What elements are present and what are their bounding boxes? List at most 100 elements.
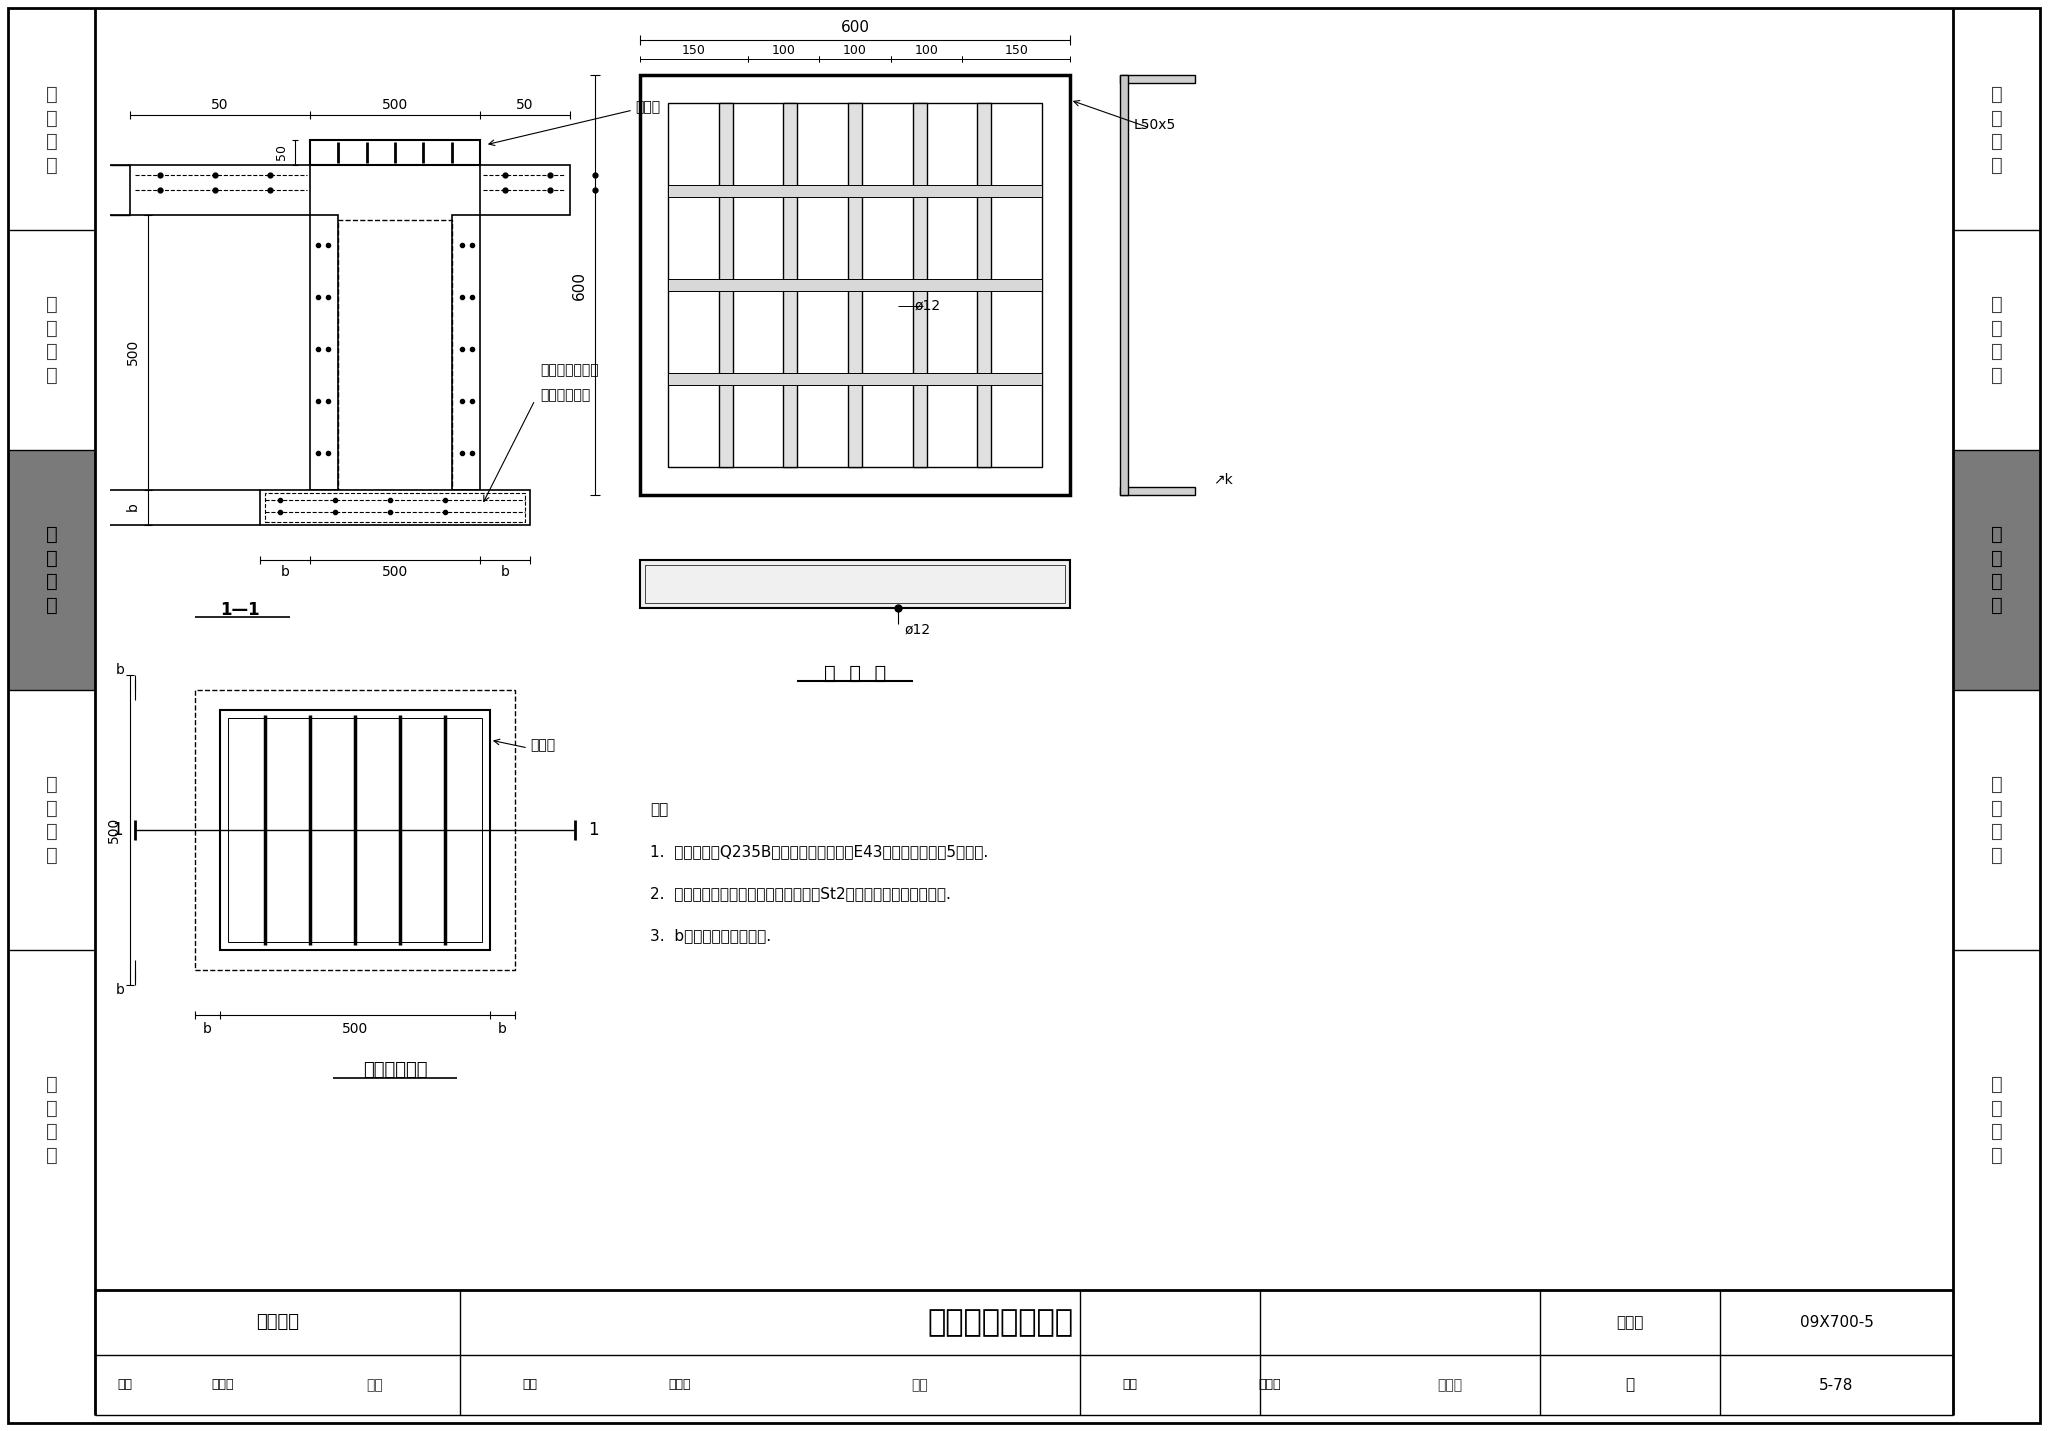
Text: 1—1: 1—1	[221, 601, 260, 620]
Text: 500: 500	[381, 97, 408, 112]
Text: 1.  铁算子采用Q235B锄材焊接，焊条采用E43型，焊缝厚度为5，满焊.: 1. 铁算子采用Q235B锄材焊接，焊条采用E43型，焊缝厚度为5，满焊.	[649, 844, 989, 860]
Bar	[668, 279, 1042, 290]
Bar	[309, 140, 479, 165]
Bar	[8, 690, 94, 950]
Text: 2.  铁算子表面应除锈，除锈等级不低于St2，涂铁红环氧酚底漆一遗.: 2. 铁算子表面应除锈，除锈等级不低于St2，涂铁红环氧酚底漆一遗.	[649, 886, 950, 902]
Text: 09X700-5: 09X700-5	[1800, 1315, 1874, 1329]
Text: 500: 500	[127, 339, 139, 365]
Bar	[645, 565, 1065, 602]
Text: 注：: 注：	[649, 803, 668, 817]
Bar	[977, 103, 991, 467]
Text: 张超群: 张超群	[211, 1378, 233, 1391]
Text: 500: 500	[381, 565, 408, 580]
Text: 附加钢筋直径和: 附加钢筋直径和	[541, 363, 598, 376]
Bar	[848, 103, 862, 467]
Text: 间距均同底板: 间距均同底板	[541, 388, 590, 402]
Text: 审核: 审核	[117, 1378, 133, 1391]
Text: 50: 50	[516, 97, 535, 112]
Bar	[1120, 487, 1194, 495]
Bar	[453, 215, 479, 489]
Text: 电缆井集水坑做法: 电缆井集水坑做法	[928, 1308, 1073, 1337]
Text: 缆
线
敏
设: 缆 线 敏 设	[45, 525, 57, 615]
Text: 500: 500	[106, 817, 121, 843]
Bar	[668, 103, 1042, 467]
Bar	[8, 449, 94, 690]
Text: 设
备
安
装: 设 备 安 装	[1991, 776, 2003, 864]
Text: 缆线敷设: 缆线敷设	[256, 1314, 299, 1331]
Text: 校对: 校对	[522, 1378, 537, 1391]
Text: 50: 50	[276, 145, 289, 160]
Bar	[1954, 690, 2040, 950]
Text: 5-78: 5-78	[1819, 1378, 1853, 1392]
Bar	[195, 690, 514, 970]
Text: 设计: 设计	[1122, 1378, 1137, 1391]
Bar	[719, 103, 733, 467]
Text: 缆
线
敏
设: 缆 线 敏 设	[1991, 525, 2003, 615]
Text: 150: 150	[1004, 43, 1028, 56]
Text: b: b	[203, 1022, 211, 1036]
Text: 佔辉: 佔辉	[367, 1378, 383, 1392]
Text: 设
备
安
装: 设 备 安 装	[45, 776, 57, 864]
Bar	[227, 718, 481, 942]
Bar	[639, 560, 1069, 608]
Bar	[1954, 30, 2040, 230]
Text: 集水坑平面图: 集水坑平面图	[362, 1060, 428, 1079]
Text: 1: 1	[113, 821, 123, 839]
Bar	[1954, 950, 2040, 1289]
Text: b: b	[115, 983, 125, 997]
Text: 1: 1	[588, 821, 598, 839]
Text: 150: 150	[682, 43, 707, 56]
Bar	[8, 950, 94, 1289]
Text: 100: 100	[772, 43, 795, 56]
Bar	[338, 220, 453, 489]
Bar	[639, 74, 1069, 495]
Bar	[479, 165, 569, 215]
Text: 刘斌: 刘斌	[911, 1378, 928, 1392]
Text: 供
电
电
源: 供 电 电 源	[1991, 295, 2003, 385]
Bar	[913, 103, 926, 467]
Bar	[1954, 449, 2040, 690]
Bar	[8, 230, 94, 449]
Bar	[260, 489, 530, 525]
Text: 铁算子: 铁算子	[530, 738, 555, 753]
Text: L50x5: L50x5	[1135, 117, 1176, 132]
Text: 页: 页	[1626, 1378, 1634, 1392]
Bar	[219, 710, 489, 950]
Text: 图集号: 图集号	[1616, 1315, 1645, 1329]
Text: b: b	[281, 565, 289, 580]
Text: 600: 600	[571, 270, 586, 299]
Text: b: b	[115, 663, 125, 677]
Text: ø12: ø12	[905, 622, 932, 637]
Bar	[264, 494, 524, 522]
Text: 铁算子: 铁算子	[635, 100, 659, 114]
Text: ↗k: ↗k	[1212, 474, 1233, 487]
Bar	[668, 185, 1042, 197]
Text: b: b	[127, 502, 139, 511]
Text: 50: 50	[211, 97, 229, 112]
Bar	[1120, 74, 1128, 495]
Bar	[782, 103, 797, 467]
Text: 机
房
工
程: 机 房 工 程	[45, 86, 57, 175]
Text: 金福青: 金福青	[670, 1378, 692, 1391]
Text: 100: 100	[915, 43, 938, 56]
Text: b: b	[498, 1022, 506, 1036]
Text: 100: 100	[844, 43, 866, 56]
Text: 防
雷
接
地: 防 雷 接 地	[45, 1075, 57, 1165]
Text: 3.  b尺寸由工程设计确定.: 3. b尺寸由工程设计确定.	[649, 929, 772, 943]
Bar	[8, 30, 94, 230]
Text: b: b	[500, 565, 510, 580]
Text: 铁  算  子: 铁 算 子	[823, 664, 887, 683]
Bar	[129, 165, 309, 215]
Text: 500: 500	[342, 1022, 369, 1036]
Text: ø12: ø12	[915, 299, 942, 313]
Text: 习民涵: 习民涵	[1438, 1378, 1462, 1392]
Text: 机
房
工
程: 机 房 工 程	[1991, 86, 2003, 175]
Text: 供
电
电
源: 供 电 电 源	[45, 295, 57, 385]
Bar	[1120, 74, 1194, 83]
Text: 防
雷
接
地: 防 雷 接 地	[1991, 1075, 2003, 1165]
Text: 600: 600	[840, 20, 870, 36]
Bar	[668, 373, 1042, 385]
Text: 王庆海: 王庆海	[1260, 1378, 1282, 1391]
Bar	[1954, 230, 2040, 449]
Bar	[309, 215, 338, 489]
